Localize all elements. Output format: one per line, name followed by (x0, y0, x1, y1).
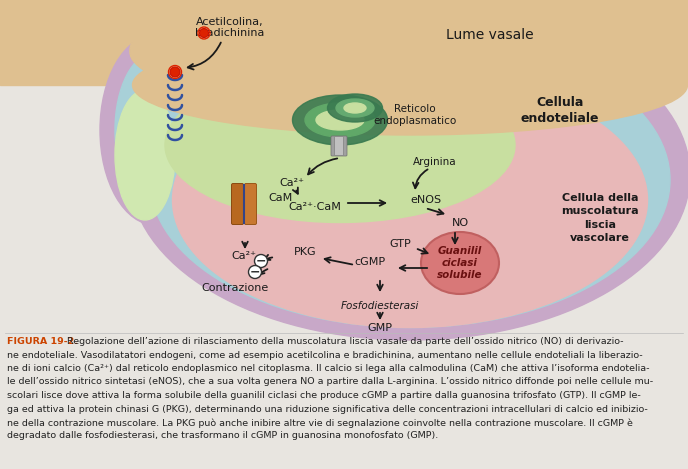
Ellipse shape (327, 94, 383, 122)
Ellipse shape (130, 0, 688, 115)
FancyBboxPatch shape (244, 183, 257, 225)
Ellipse shape (421, 232, 499, 294)
Text: Contrazione: Contrazione (202, 283, 268, 293)
Text: Cellula
endoteliale: Cellula endoteliale (521, 96, 599, 124)
Text: Fosfodiesterasi: Fosfodiesterasi (341, 301, 419, 311)
FancyBboxPatch shape (331, 136, 347, 156)
FancyBboxPatch shape (334, 136, 343, 156)
Ellipse shape (316, 110, 364, 130)
Ellipse shape (150, 32, 670, 327)
Text: Ca²⁺: Ca²⁺ (279, 178, 305, 188)
Text: CaM: CaM (268, 193, 292, 203)
Text: ne della contrazione muscolare. La PKG può anche inibire altre vie di segnalazio: ne della contrazione muscolare. La PKG p… (7, 418, 633, 428)
Text: ne endoteliale. Vasodilatatori endogeni, come ad esempio acetilcolina e bradichi: ne endoteliale. Vasodilatatori endogeni,… (7, 350, 643, 360)
Ellipse shape (344, 103, 366, 113)
Text: GTP: GTP (389, 239, 411, 249)
Text: Reticolo
endoplasmatico: Reticolo endoplasmatico (374, 104, 457, 126)
Text: Lume vasale: Lume vasale (447, 28, 534, 42)
Text: Regolazione dell’azione di rilasciamento della muscolatura liscia vasale da part: Regolazione dell’azione di rilasciamento… (67, 337, 623, 346)
Ellipse shape (130, 10, 688, 340)
Text: PKG: PKG (294, 247, 316, 257)
Text: ne di ioni calcio (Ca²⁺) dal reticolo endoplasmico nel citoplasma. Il calcio si : ne di ioni calcio (Ca²⁺) dal reticolo en… (7, 364, 649, 373)
Text: NO: NO (452, 218, 469, 228)
Text: Guanilil
ciclasi
solubile: Guanilil ciclasi solubile (438, 246, 483, 280)
Ellipse shape (100, 35, 210, 225)
Ellipse shape (133, 35, 687, 135)
Circle shape (170, 67, 180, 77)
FancyBboxPatch shape (231, 183, 244, 225)
Text: FIGURA 19-2.: FIGURA 19-2. (7, 337, 78, 346)
Text: scolari lisce dove attiva la forma solubile della guanilil ciclasi che produce c: scolari lisce dove attiva la forma solub… (7, 391, 641, 400)
Ellipse shape (173, 73, 647, 327)
Text: −: − (256, 255, 266, 267)
Ellipse shape (305, 103, 375, 137)
Circle shape (255, 255, 268, 267)
Text: −: − (250, 265, 260, 279)
Polygon shape (0, 0, 688, 85)
Ellipse shape (130, 0, 688, 109)
Ellipse shape (292, 95, 387, 145)
Ellipse shape (165, 68, 515, 222)
Text: ga ed attiva la protein chinasi G (PKG), determinando una riduzione significativ: ga ed attiva la protein chinasi G (PKG),… (7, 404, 647, 414)
Circle shape (200, 29, 208, 38)
Text: Arginina: Arginina (413, 157, 457, 167)
Text: GMP: GMP (367, 323, 392, 333)
Text: Ca²⁺·CaM: Ca²⁺·CaM (288, 202, 341, 212)
Ellipse shape (115, 53, 195, 207)
Text: degradato dalle fosfodiesterasi, che trasformano il cGMP in guanosina monofosfat: degradato dalle fosfodiesterasi, che tra… (7, 431, 438, 440)
Text: eNOS: eNOS (410, 195, 441, 205)
Text: Acetilcolina,: Acetilcolina, (196, 17, 264, 27)
Ellipse shape (336, 99, 374, 117)
Text: Cellula della
muscolatura
liscia
vascolare: Cellula della muscolatura liscia vascola… (561, 193, 639, 243)
Text: le dell’ossido nitrico sintetasi (eNOS), che a sua volta genera NO a partire dal: le dell’ossido nitrico sintetasi (eNOS),… (7, 378, 653, 386)
Polygon shape (0, 0, 688, 10)
Ellipse shape (115, 90, 175, 220)
Text: bradichinina: bradichinina (195, 28, 265, 38)
Text: Ca²⁺: Ca²⁺ (231, 251, 257, 261)
Circle shape (248, 265, 261, 279)
Text: cGMP: cGMP (354, 257, 385, 267)
